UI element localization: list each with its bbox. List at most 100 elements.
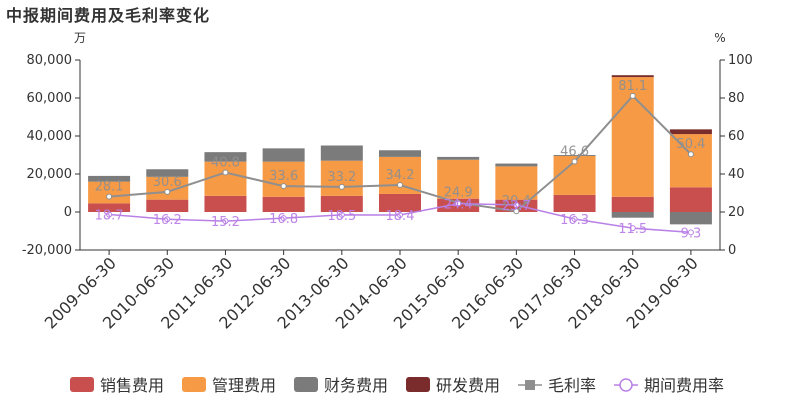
bar-财务费用	[262, 148, 305, 162]
data-label-期间费用率: 11.5	[618, 222, 647, 237]
legend: 销售费用 管理费用 财务费用 研发费用 毛利率 期间费用率	[70, 376, 724, 395]
data-label-毛利率: 46.6	[560, 144, 589, 159]
data-label-期间费用率: 16.2	[153, 213, 182, 228]
legend-label-财务费用: 财务费用	[324, 376, 388, 395]
chart-title: 中报期间费用及毛利率变化	[6, 6, 211, 25]
y-left-tick-label: 60,000	[27, 91, 73, 106]
bar-管理费用	[320, 160, 363, 196]
data-label-期间费用率: 16.3	[560, 213, 589, 228]
y-right-unit: %	[714, 31, 725, 45]
y-right-tick-label: 80	[728, 91, 745, 106]
bar-财务费用	[320, 145, 363, 161]
point-期间费用率	[106, 211, 113, 218]
data-labels: 28.1 30.6 40.8 33.6 33.2 34.2 24.9 20.4 46.6 81.1…	[95, 79, 706, 241]
point-毛利率	[397, 182, 403, 189]
bar-管理费用	[88, 181, 131, 204]
data-label-毛利率: 81.1	[618, 79, 647, 94]
legend-swatch-研发费用	[406, 377, 430, 392]
bar-财务费用	[669, 212, 712, 225]
point-期间费用率	[397, 212, 403, 219]
y-right-tick-label: 60	[728, 129, 745, 144]
legend-label-研发费用: 研发费用	[436, 376, 500, 395]
point-期间费用率	[629, 225, 636, 232]
legend-swatch-财务费用	[294, 377, 318, 392]
data-label-期间费用率: 18.7	[95, 208, 124, 223]
data-label-毛利率: 50.4	[676, 137, 705, 152]
point-毛利率	[106, 193, 113, 200]
bar-管理费用	[495, 166, 538, 200]
y-right-tick-label: 0	[728, 243, 736, 258]
legend-label-管理费用: 管理费用	[212, 376, 276, 395]
legend-label-期间费用率: 期间费用率	[644, 376, 724, 395]
y-left-unit: 万	[74, 31, 86, 45]
data-label-期间费用率: 23.7	[502, 199, 531, 214]
y-left-tick-label: 40,000	[27, 129, 73, 144]
point-毛利率	[222, 169, 229, 176]
bar-管理费用	[262, 161, 305, 197]
legend-label-销售费用: 销售费用	[100, 376, 164, 395]
bar-财务费用	[379, 150, 421, 157]
point-期间费用率	[571, 216, 578, 223]
bar-财务费用	[495, 163, 538, 167]
bars	[88, 75, 712, 225]
data-label-期间费用率: 9.3	[681, 226, 702, 241]
legend-marker-期间费用率	[619, 378, 633, 392]
y-right-tick-label: 100	[728, 53, 753, 68]
point-期间费用率	[164, 216, 171, 223]
point-期间费用率	[338, 211, 345, 218]
bar-销售费用	[320, 195, 363, 212]
data-label-期间费用率: 24.4	[444, 198, 473, 213]
bar-财务费用	[204, 152, 247, 162]
y-left-tick-label: -20,000	[22, 243, 72, 258]
point-毛利率	[280, 183, 287, 190]
point-期间费用率	[280, 215, 287, 222]
point-毛利率	[513, 208, 520, 215]
lines	[106, 92, 694, 236]
bar-销售费用	[553, 194, 596, 212]
data-label-毛利率: 28.1	[95, 180, 124, 195]
data-label-毛利率: 20.4	[502, 194, 531, 209]
bar-销售费用	[379, 193, 421, 212]
bar-销售费用	[669, 187, 712, 212]
data-label-毛利率: 33.6	[269, 169, 298, 184]
data-label-毛利率: 40.8	[211, 155, 240, 170]
point-期间费用率	[687, 229, 694, 236]
y-right-tick-label: 20	[728, 205, 745, 220]
bar-销售费用	[204, 195, 247, 212]
point-期间费用率	[455, 200, 462, 207]
y-left-tick-label: 0	[64, 205, 72, 220]
data-label-期间费用率: 18.5	[327, 209, 356, 224]
bar-管理费用	[437, 159, 480, 199]
point-毛利率	[629, 92, 636, 99]
y-left-tick-label: 20,000	[27, 167, 73, 182]
point-毛利率	[687, 151, 694, 158]
point-期间费用率	[222, 218, 229, 225]
point-毛利率	[571, 158, 578, 165]
bar-管理费用	[146, 176, 189, 200]
data-label-期间费用率: 15.2	[211, 215, 240, 230]
legend-swatch-管理费用	[182, 377, 206, 392]
bar-财务费用	[437, 156, 480, 160]
point-毛利率	[338, 183, 345, 190]
legend-swatch-销售费用	[70, 377, 94, 392]
data-label-毛利率: 34.2	[386, 168, 415, 183]
bar-研发费用	[611, 75, 654, 78]
bar-财务费用	[611, 212, 654, 218]
y-left-tick-label: 80,000	[27, 53, 73, 68]
bar-管理费用	[204, 161, 247, 196]
bar-销售费用	[146, 199, 189, 212]
bar-销售费用	[262, 196, 305, 212]
bar-管理费用	[669, 134, 712, 188]
legend-marker-毛利率	[525, 380, 535, 390]
bar-研发费用	[669, 129, 712, 135]
data-label-毛利率: 24.9	[444, 186, 473, 201]
data-label-期间费用率: 16.8	[269, 212, 298, 227]
bar-销售费用	[611, 196, 654, 212]
point-期间费用率	[513, 201, 520, 208]
y-right-tick-label: 40	[728, 167, 745, 182]
bar-财务费用	[146, 169, 189, 177]
point-毛利率	[164, 188, 171, 195]
data-label-毛利率: 30.6	[153, 175, 182, 190]
data-label-毛利率: 33.2	[327, 170, 356, 185]
